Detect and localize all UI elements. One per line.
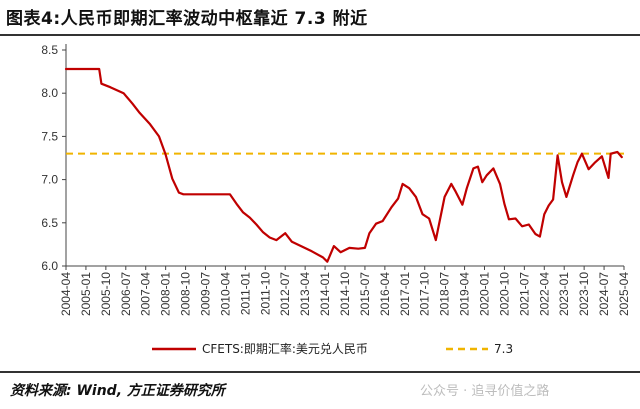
x-tick-label: 2008-01 bbox=[159, 272, 173, 316]
legend-label-usdcny: CFETS:即期汇率:美元兑人民币 bbox=[202, 341, 368, 356]
legend-label-7-3: 7.3 bbox=[494, 342, 513, 356]
chart-title: 图表4:人民币即期汇率波动中枢靠近 7.3 附近 bbox=[6, 9, 368, 29]
x-tick-label: 2020-10 bbox=[497, 272, 511, 316]
source-note: 资料来源: Wind, 方正证券研究所 bbox=[10, 383, 225, 399]
x-tick-label: 2020-01 bbox=[478, 272, 492, 316]
x-tick-label: 2008-10 bbox=[179, 272, 193, 316]
x-tick-label: 2023-10 bbox=[577, 272, 591, 316]
x-tick-label: 2021-07 bbox=[517, 272, 531, 316]
x-tick-label: 2019-04 bbox=[458, 272, 472, 316]
x-tick-label: 2017-10 bbox=[418, 272, 432, 316]
x-tick-label: 2025-04 bbox=[617, 272, 631, 316]
x-tick-label: 2005-01 bbox=[79, 272, 93, 316]
x-tick-label: 2004-04 bbox=[59, 272, 73, 316]
title-divider bbox=[0, 34, 640, 36]
plot-area bbox=[64, 67, 624, 263]
x-tick-label: 2017-01 bbox=[398, 272, 412, 316]
x-tick-label: 2014-10 bbox=[338, 272, 352, 316]
x-axis: 2004-04 2005-01 2005-10 2006-07 2007-04 2008-… bbox=[59, 265, 631, 316]
x-tick-label: 2016-04 bbox=[378, 272, 392, 316]
x-tick-label: 2023-01 bbox=[557, 272, 571, 316]
x-tick-label: 2024-07 bbox=[597, 272, 611, 316]
x-tick-label: 2011-01 bbox=[238, 272, 252, 315]
x-tick-label: 2013-04 bbox=[298, 272, 312, 316]
x-tick-label: 2014-01 bbox=[318, 272, 332, 316]
y-tick-label: 8.5 bbox=[41, 43, 58, 57]
x-tick-label: 2006-07 bbox=[119, 272, 133, 316]
x-tick-label: 2022-04 bbox=[537, 272, 551, 316]
legend: CFETS:即期汇率:美元兑人民币 7.3 bbox=[152, 341, 513, 356]
y-tick-label: 6.5 bbox=[41, 216, 58, 230]
x-tick-label: 2010-04 bbox=[218, 272, 232, 316]
y-tick-label: 7.0 bbox=[41, 173, 58, 187]
watermark: 公众号 · 追寻价值之路 bbox=[420, 384, 550, 399]
footer-divider bbox=[0, 371, 640, 373]
y-axis: 6.0 6.5 7.0 7.5 8.0 8.5 bbox=[41, 43, 67, 273]
x-tick-label: 2009-07 bbox=[199, 272, 213, 316]
y-tick-label: 6.0 bbox=[41, 259, 58, 273]
x-tick-label: 2012-07 bbox=[278, 272, 292, 316]
x-tick-label: 2011-10 bbox=[258, 272, 272, 315]
series-line-usdcny bbox=[64, 67, 623, 263]
x-tick-label: 2007-04 bbox=[139, 272, 153, 316]
x-tick-label: 2015-07 bbox=[358, 272, 372, 316]
y-tick-label: 8.0 bbox=[41, 86, 58, 100]
x-tick-label: 2005-10 bbox=[99, 272, 113, 316]
x-tick-label: 2018-07 bbox=[438, 272, 452, 316]
chart-svg: 6.0 6.5 7.0 7.5 8.0 8.5 2004-04 2005-01 2005-10… bbox=[41, 43, 631, 356]
y-tick-label: 7.5 bbox=[41, 129, 58, 143]
